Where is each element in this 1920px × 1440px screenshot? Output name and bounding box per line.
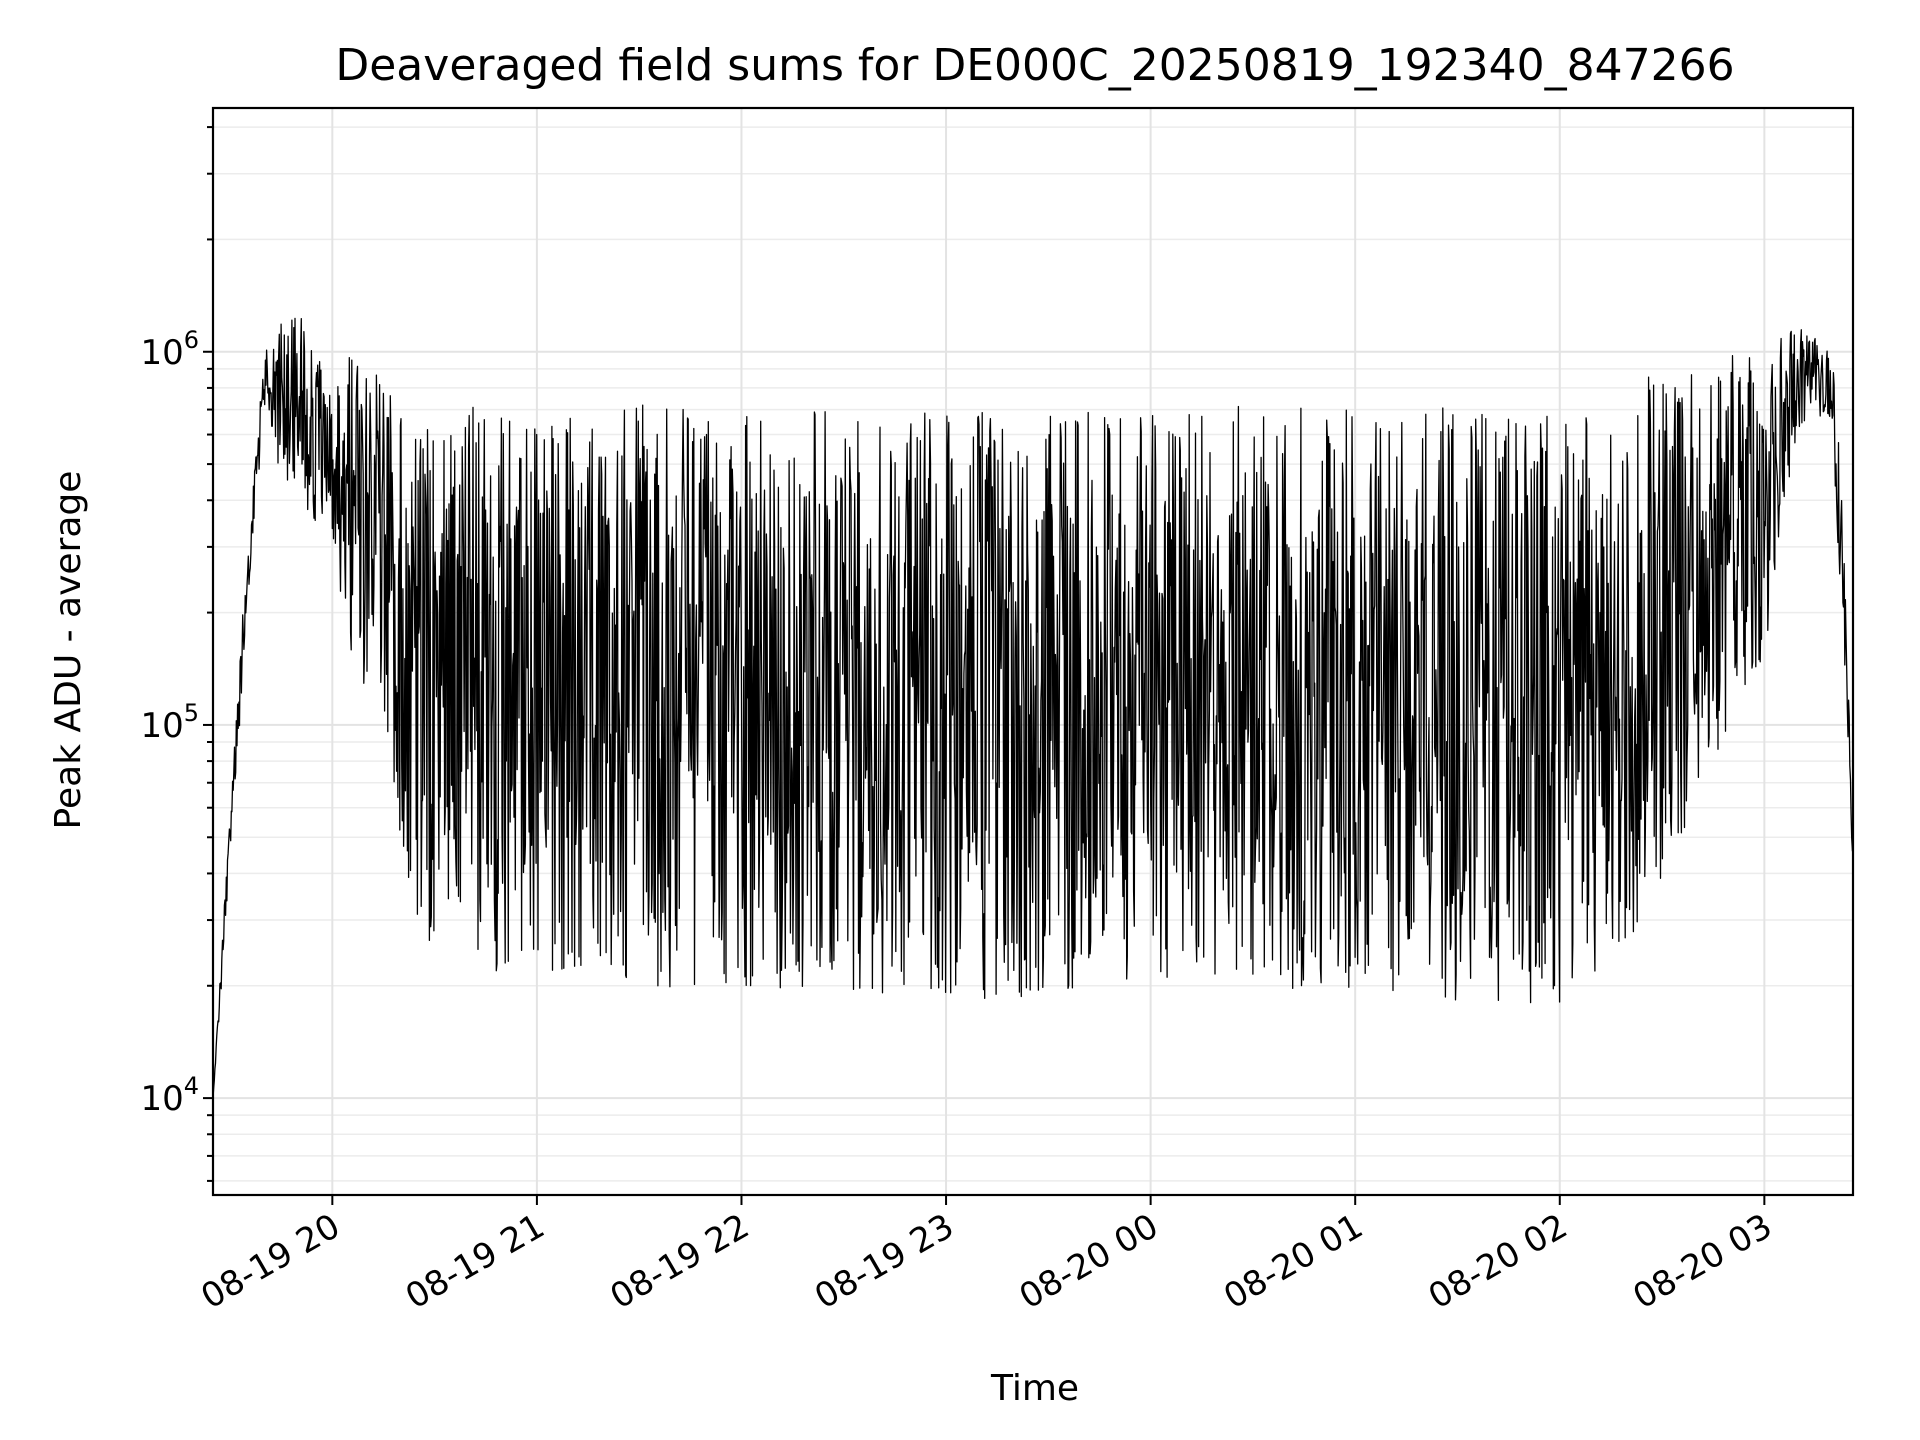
x-tick-label: 08-19 20 [194,1206,346,1317]
plot-frame [211,106,1855,1197]
x-tick-label: 08-20 01 [1217,1206,1369,1317]
x-tick-label: 08-19 23 [808,1206,960,1317]
chart-title: Deaveraged field sums for DE000C_2025081… [335,40,1734,91]
x-tick-label: 08-20 00 [1013,1206,1165,1317]
series-layer [212,317,1854,1099]
y-tick-label: 104 [140,1072,199,1119]
x-tick-label: 08-20 03 [1626,1206,1778,1317]
x-tick-label: 08-19 22 [604,1206,756,1317]
x-axis-label: Time [990,1368,1079,1409]
y-tick-label: 105 [140,699,199,746]
y-axis-label: Peak ADU - average [48,471,89,830]
series-line [212,317,1854,1099]
x-tick-label: 08-20 02 [1422,1206,1574,1317]
y-tick-label: 106 [140,326,199,373]
x-tick-label: 08-19 21 [399,1206,551,1317]
